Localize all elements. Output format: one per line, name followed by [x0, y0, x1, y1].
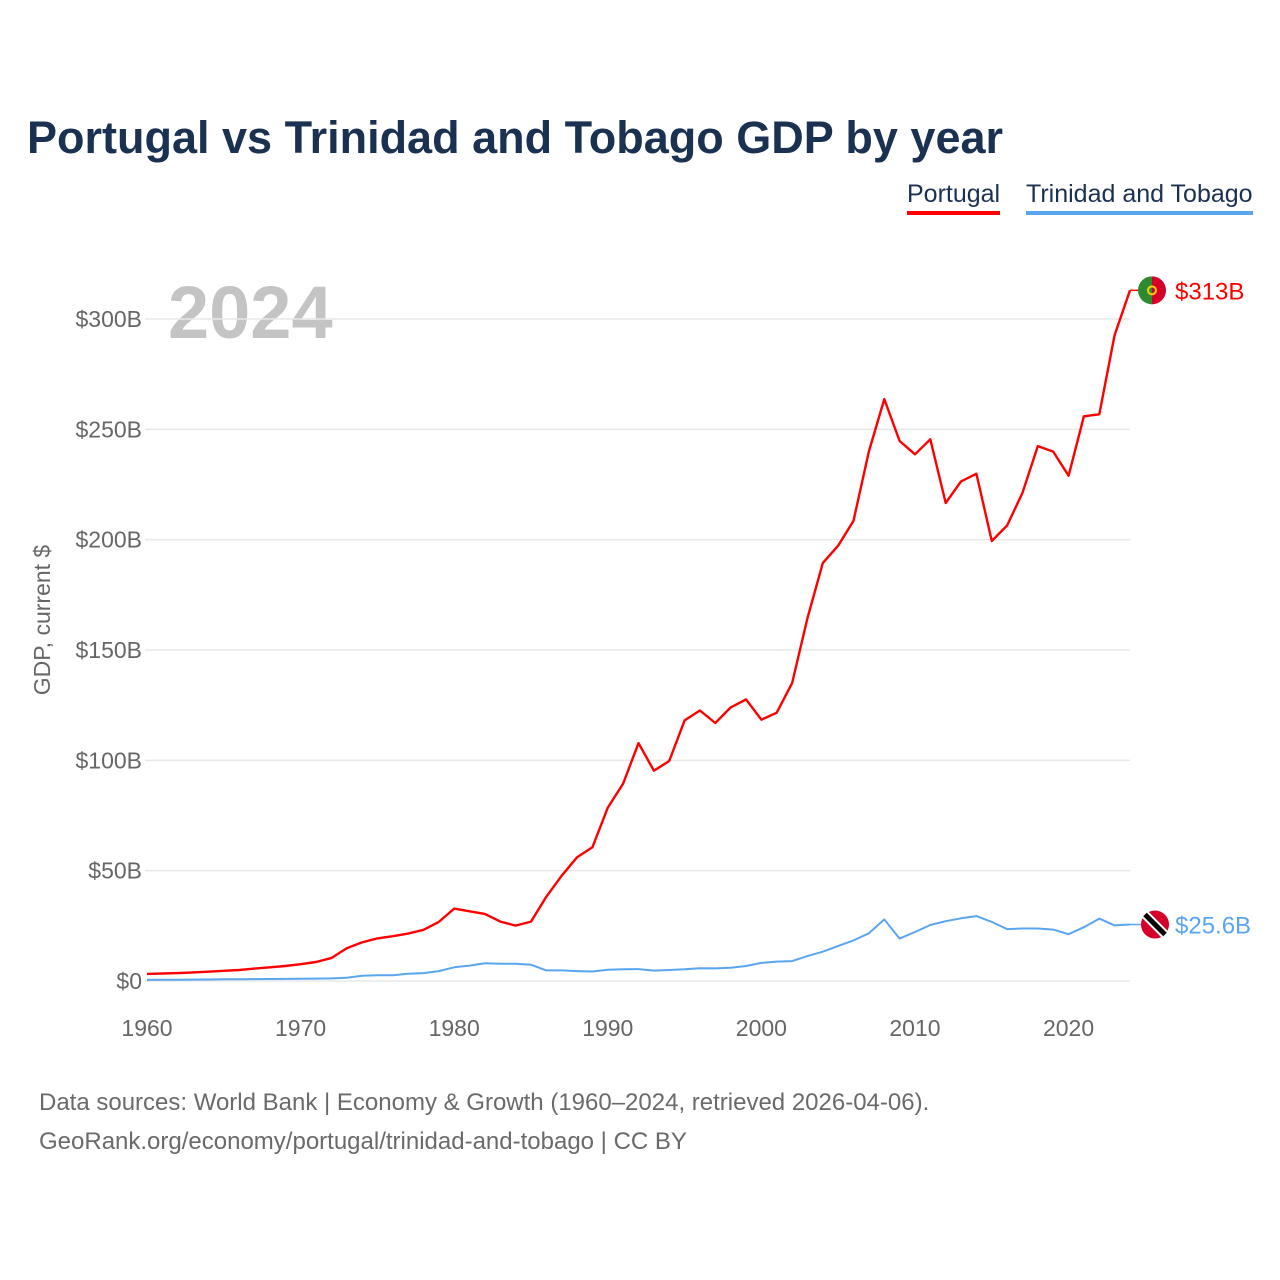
x-tick-label: 2010 [889, 1015, 940, 1041]
portugal-flag-icon [1138, 276, 1152, 305]
year-watermark: 2024 [168, 271, 333, 354]
y-tick-label: $50B [88, 858, 142, 884]
legend-portugal[interactable]: Portugal [907, 180, 1001, 215]
footer: Data sources: World Bank | Economy & Gro… [39, 1083, 929, 1161]
x-tick-label: 2020 [1043, 1015, 1094, 1041]
line-chart: 2024 $0 $50B $100B $150B $200B $250B $300B 1960 1… [29, 271, 1251, 1041]
portugal-flag-icon [1152, 276, 1167, 305]
x-tick-label: 1970 [275, 1015, 326, 1041]
x-tick-label: 2000 [736, 1015, 787, 1041]
trinidad-flag-icon [1143, 912, 1167, 937]
series-line-trinidad-and-tobago [146, 915, 1131, 981]
data-source-note: Data sources: World Bank | Economy & Gro… [39, 1089, 930, 1116]
y-tick-label: $100B [75, 747, 142, 773]
x-tick-label: 1990 [582, 1015, 633, 1041]
y-axis-label: GDP, current $ [29, 545, 55, 696]
x-tick-label: 1960 [121, 1015, 172, 1041]
y-tick-label: $0 [116, 968, 142, 994]
end-value-label: $25.6B [1175, 913, 1251, 940]
y-tick-label: $200B [75, 527, 142, 553]
y-tick-label: $150B [75, 637, 142, 663]
portugal-flag-icon [1147, 285, 1157, 296]
legend-trinidad-and-tobago[interactable]: Trinidad and Tobago [1026, 180, 1253, 215]
y-tick-label: $250B [75, 416, 142, 442]
y-tick-label: $300B [75, 306, 142, 332]
x-tick-label: 1980 [429, 1015, 480, 1041]
series-line-portugal [146, 289, 1132, 976]
source-link[interactable]: GeoRank.org/economy/portugal/trinidad-an… [39, 1128, 687, 1155]
chart-title: Portugal vs Trinidad and Tobago GDP by y… [27, 112, 1004, 163]
end-value-label: $313B [1175, 278, 1244, 305]
